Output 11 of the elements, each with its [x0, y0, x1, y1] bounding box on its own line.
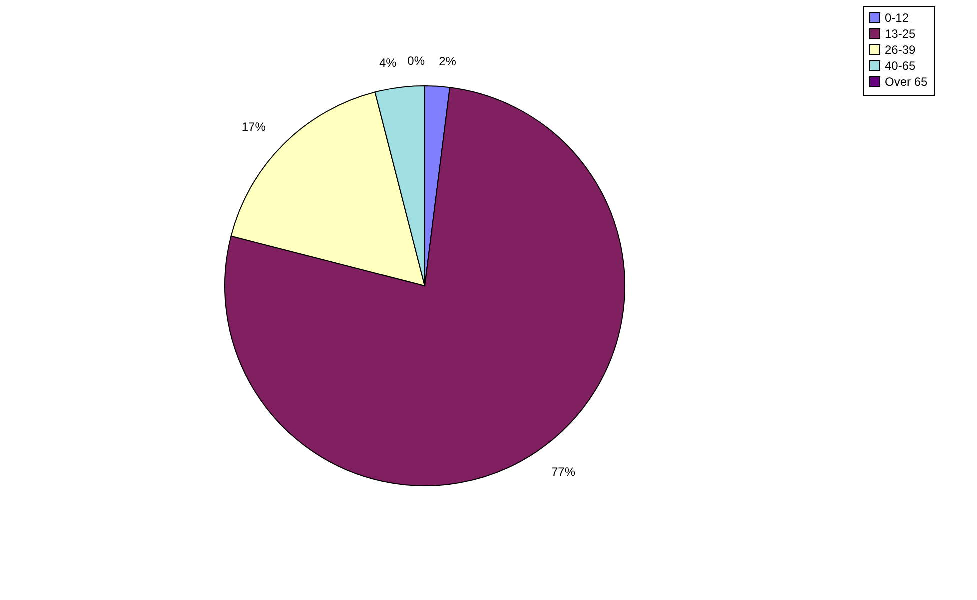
- data-label: 77%: [551, 465, 576, 480]
- data-label: 4%: [379, 56, 398, 70]
- text: 0%: [408, 54, 425, 68]
- pie-slice: [224, 87, 626, 486]
- data-label: 2%: [439, 54, 457, 68]
- legend-label: 13-25: [885, 27, 916, 41]
- legend-label: 40-65: [885, 59, 916, 73]
- legend-label: 0-12: [885, 11, 910, 25]
- data-label: 17%: [242, 120, 266, 134]
- legend-label: Over 65: [885, 75, 928, 89]
- legend-label: 26-39: [885, 43, 916, 57]
